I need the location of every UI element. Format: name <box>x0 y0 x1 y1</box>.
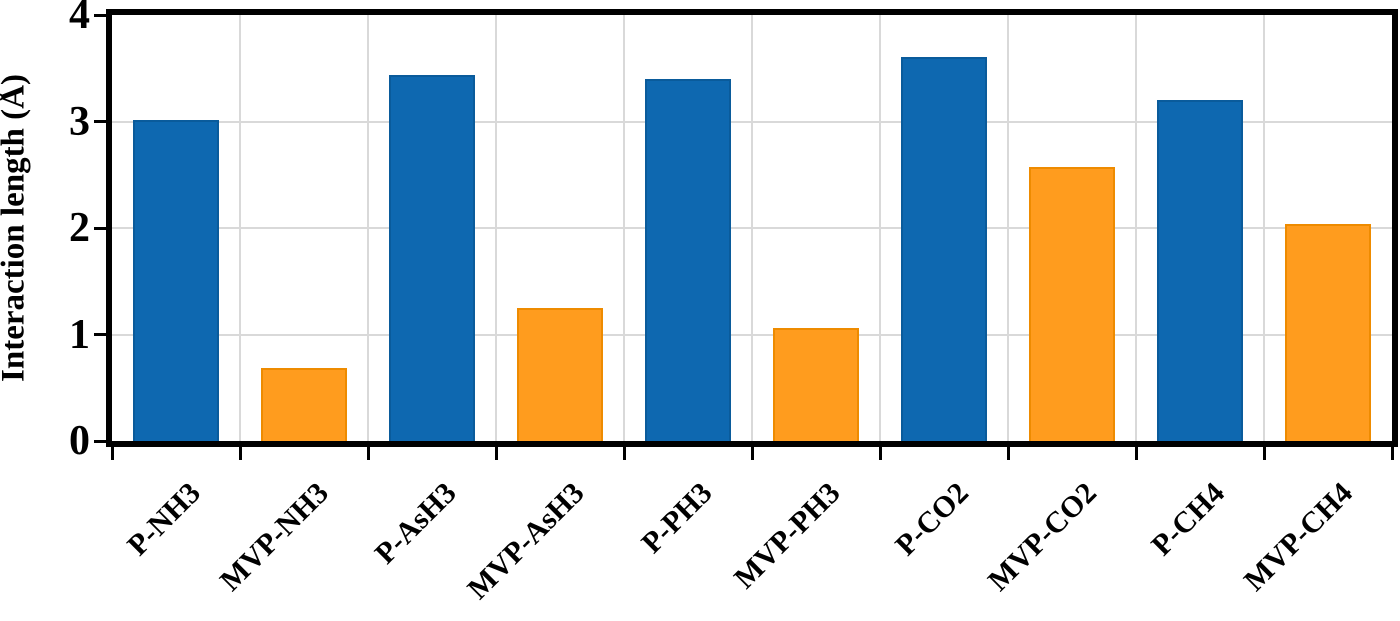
y-tick-mark-2 <box>94 226 107 230</box>
bar-mvp-co2 <box>1029 167 1115 441</box>
v-gridline-7 <box>1007 15 1009 441</box>
x-tick-label-mvp-ph3: MVP-PH3 <box>727 476 847 596</box>
v-gridline-8 <box>1135 15 1137 441</box>
y-tick-mark-1 <box>94 333 107 336</box>
x-tick-label-p-ch4: P-CH4 <box>1144 476 1231 563</box>
x-tick-label-p-ph3: P-PH3 <box>635 476 719 560</box>
bar-mvp-ch4 <box>1285 223 1371 441</box>
bar-p-ash3 <box>389 74 475 441</box>
bar-p-ph3 <box>645 78 731 441</box>
x-tick-mark-4 <box>622 447 626 460</box>
y-tick-mark-0 <box>94 439 107 443</box>
x-tick-mark-6 <box>878 447 882 460</box>
v-gridline-2 <box>367 15 369 441</box>
v-gridline-5 <box>751 15 753 441</box>
x-tick-label-p-co2: P-CO2 <box>888 476 975 563</box>
y-tick-mark-3 <box>94 120 107 123</box>
x-tick-label-p-nh3: P-NH3 <box>120 476 207 563</box>
bar-p-ch4 <box>1157 100 1243 441</box>
x-tick-label-mvp-ch4: MVP-CH4 <box>1237 476 1359 598</box>
x-tick-label-p-ash3: P-AsH3 <box>368 476 463 571</box>
x-tick-label-mvp-nh3: MVP-NH3 <box>213 476 335 598</box>
v-gridline-4 <box>623 15 625 441</box>
bar-mvp-ash3 <box>517 307 603 441</box>
bar-p-co2 <box>901 56 987 441</box>
x-tick-mark-9 <box>1262 447 1266 460</box>
bar-p-nh3 <box>133 120 219 441</box>
y-tick-label-3: 3 <box>69 98 90 145</box>
x-tick-label-mvp-co2: MVP-CO2 <box>981 476 1103 598</box>
x-tick-mark-5 <box>750 447 754 460</box>
v-gridline-9 <box>1263 15 1265 441</box>
x-tick-mark-1 <box>238 447 242 460</box>
y-tick-label-1: 1 <box>69 311 90 358</box>
x-tick-mark-10 <box>1390 447 1394 460</box>
x-tick-label-mvp-ash3: MVP-AsH3 <box>461 476 591 606</box>
x-tick-mark-0 <box>110 447 114 460</box>
v-gridline-6 <box>879 15 881 441</box>
y-tick-mark-4 <box>94 13 107 17</box>
x-tick-mark-8 <box>1134 447 1138 460</box>
v-gridline-1 <box>239 15 241 441</box>
bar-mvp-nh3 <box>261 367 347 441</box>
y-tick-label-4: 4 <box>69 0 90 38</box>
y-tick-label-2: 2 <box>69 205 90 251</box>
x-tick-mark-3 <box>494 447 498 460</box>
v-gridline-3 <box>495 15 497 441</box>
y-tick-label-0: 0 <box>69 418 90 464</box>
x-tick-mark-7 <box>1006 447 1010 460</box>
bar-mvp-ph3 <box>773 328 859 441</box>
x-tick-mark-2 <box>366 447 370 460</box>
